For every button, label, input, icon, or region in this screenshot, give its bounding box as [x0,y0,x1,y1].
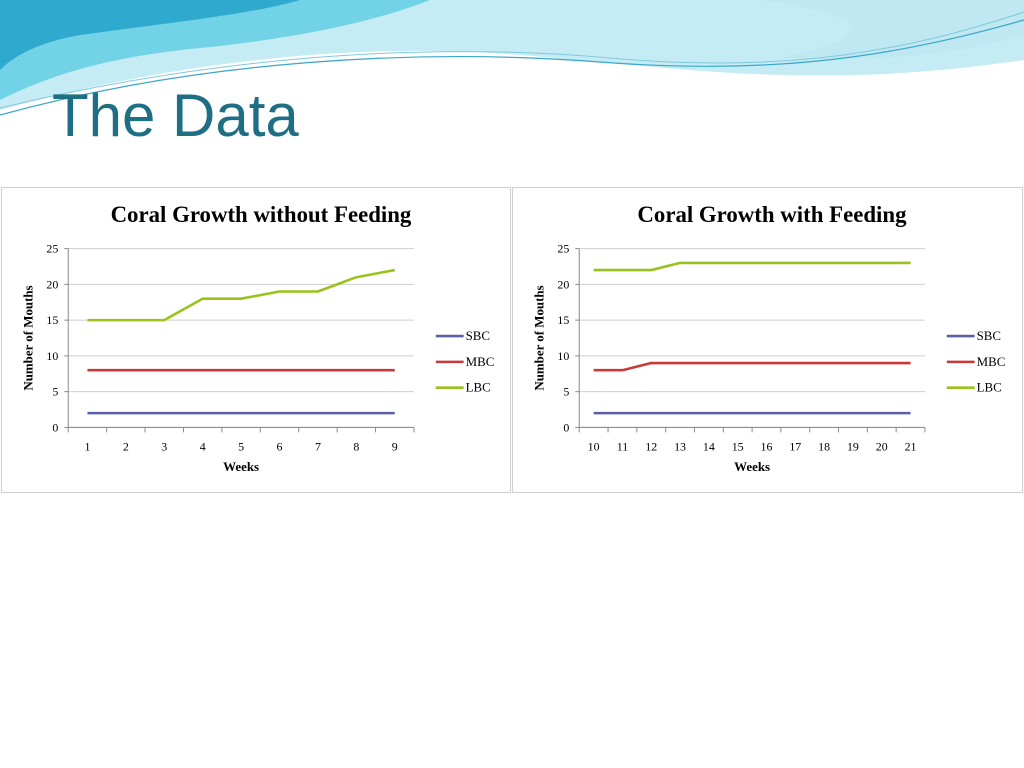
header-wave-decoration [0,0,1024,116]
y-tick-label: 10 [557,349,569,363]
wave-dark [0,0,300,70]
x-tick-label: 11 [617,439,629,453]
x-tick-label: 4 [200,439,206,453]
wave-line-2 [0,11,1024,109]
x-tick-label: 9 [392,439,398,453]
slide-title: The Data [52,82,299,149]
x-tick-label: 6 [277,439,283,453]
y-tick-label: 25 [46,242,58,256]
x-tick-label: 16 [761,439,773,453]
x-tick-label: 8 [353,439,359,453]
y-axis-label: Number of Mouths [20,285,35,390]
y-tick-label: 20 [46,277,58,291]
x-tick-label: 20 [876,439,888,453]
wave-right [760,0,1024,60]
x-tick-label: 10 [588,439,600,453]
y-tick-label: 15 [557,313,569,327]
x-tick-label: 2 [123,439,129,453]
y-tick-label: 15 [46,313,58,327]
legend-label-lbc: LBC [977,380,1002,395]
x-tick-label: 1 [84,439,90,453]
chart-with-feeding: Coral Growth with Feeding 0 5 10 15 20 25 10 11 1… [531,202,1006,474]
x-tick-label: 3 [161,439,167,453]
series-line-lbc [593,261,911,272]
y-tick-label: 0 [52,420,58,434]
x-tick-label: 14 [703,439,715,453]
x-axis-label: Weeks [734,459,770,474]
series-line-lbc [87,268,395,322]
x-tick-label: 12 [645,439,657,453]
x-tick-label: 17 [789,439,801,453]
y-tick-label: 5 [563,385,569,399]
chart-title: Coral Growth without Feeding [111,202,412,227]
x-tick-label: 21 [905,439,917,453]
series-line-mbc [593,361,911,372]
legend-label-sbc: SBC [466,328,490,343]
x-tick-label: 5 [238,439,244,453]
legend-label-mbc: MBC [977,354,1006,369]
y-tick-label: 25 [557,242,569,256]
y-tick-label: 20 [557,277,569,291]
wave-line-1 [0,19,1024,116]
legend-label-mbc: MBC [466,354,495,369]
y-tick-label: 5 [52,385,58,399]
legend-label-lbc: LBC [466,380,491,395]
chart-panel-with-feeding: Coral Growth with Feeding 0 5 10 15 20 25 10 11 1… [512,187,1023,493]
x-tick-label: 7 [315,439,321,453]
x-tick-label: 18 [818,439,830,453]
chart-panel-without-feeding: Coral Growth without Feeding 0 5 10 15 20 25 1 2… [1,187,511,493]
x-tick-label: 19 [847,439,859,453]
y-tick-label: 10 [46,349,58,363]
chart-title: Coral Growth with Feeding [637,202,907,227]
x-tick-label: 13 [674,439,686,453]
legend-label-sbc: SBC [977,328,1001,343]
y-axis-label: Number of Mouths [531,285,546,390]
x-axis-label: Weeks [223,459,259,474]
x-tick-label: 15 [732,439,744,453]
y-tick-label: 0 [563,420,569,434]
